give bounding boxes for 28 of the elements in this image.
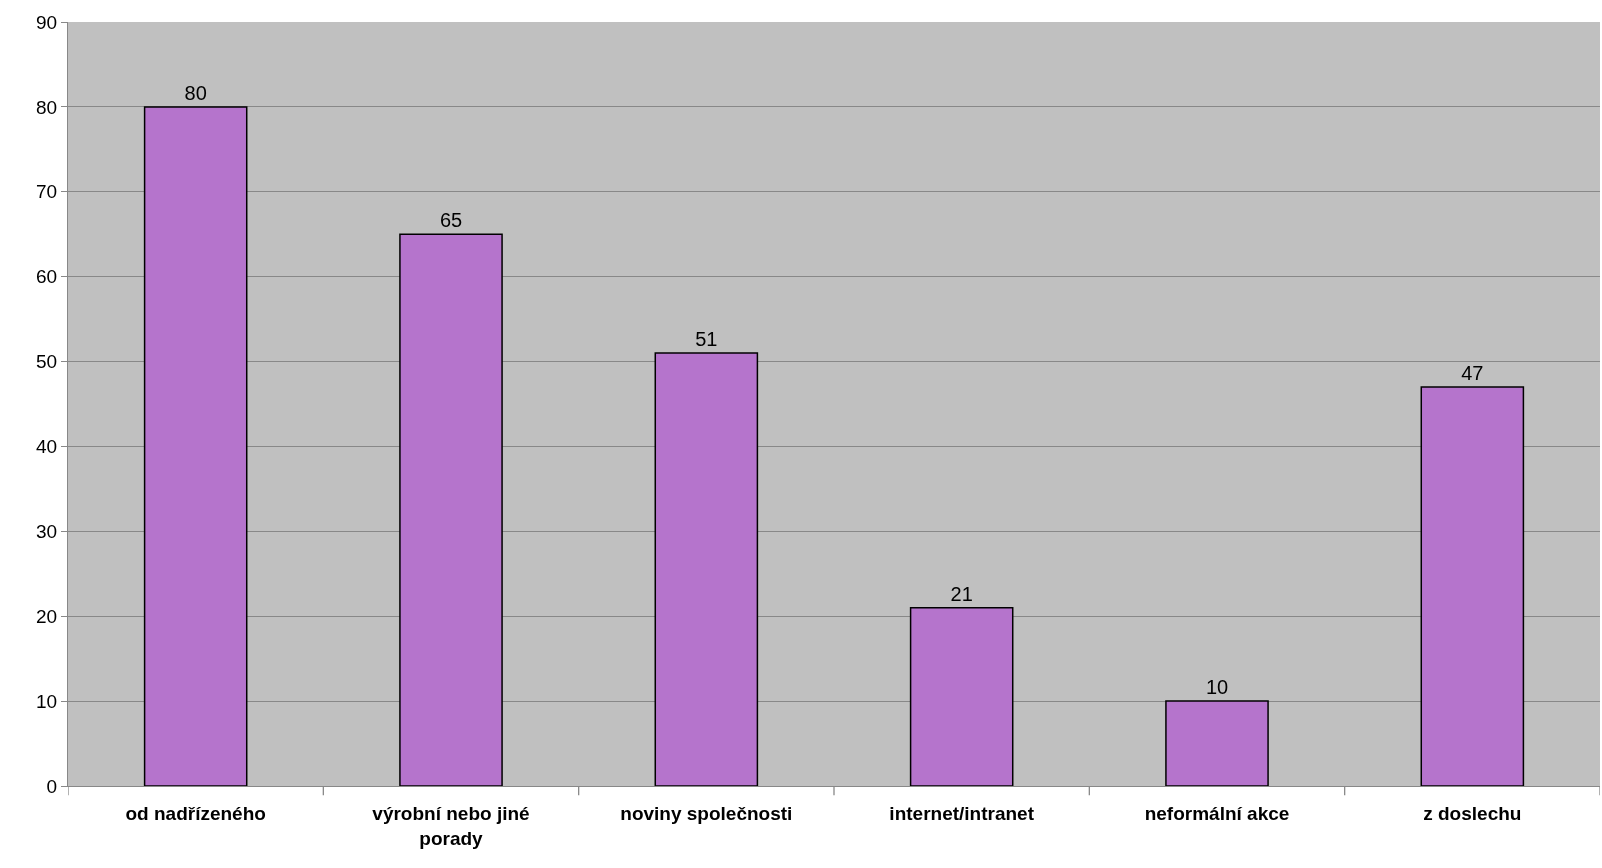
x-tick-label: neformální akce (1144, 802, 1290, 824)
x-tick-label: internet/intranet (889, 802, 1035, 824)
data-label: 21 (950, 582, 973, 605)
y-tick-label: 20 (36, 605, 58, 627)
data-label: 65 (439, 209, 463, 232)
y-tick-label: 80 (36, 96, 58, 118)
data-label: 10 (1205, 676, 1229, 699)
bar (1165, 700, 1269, 786)
y-tick-label: 90 (36, 11, 58, 33)
data-label: 80 (184, 81, 207, 104)
y-tick-label: 30 (36, 520, 58, 542)
data-label: 51 (695, 328, 718, 351)
x-tick-label: z doslechu (1423, 802, 1522, 824)
y-tick-label: 40 (36, 436, 58, 458)
bar (399, 233, 503, 786)
x-tick-label: výrobní nebo jiné porady (372, 802, 530, 849)
y-tick-label: 70 (36, 181, 58, 203)
x-tick-label: noviny společnosti (620, 802, 793, 824)
data-label: 47 (1461, 362, 1484, 385)
y-tick-label: 60 (36, 266, 58, 288)
bar (654, 352, 759, 786)
bar (1420, 386, 1525, 786)
bar (909, 606, 1014, 786)
y-tick-label: 50 (36, 351, 58, 373)
x-tick-label: od nadřízeného (125, 802, 266, 824)
bar (143, 106, 248, 786)
y-tick-label: 0 (46, 775, 58, 797)
y-tick-label: 10 (36, 690, 58, 712)
